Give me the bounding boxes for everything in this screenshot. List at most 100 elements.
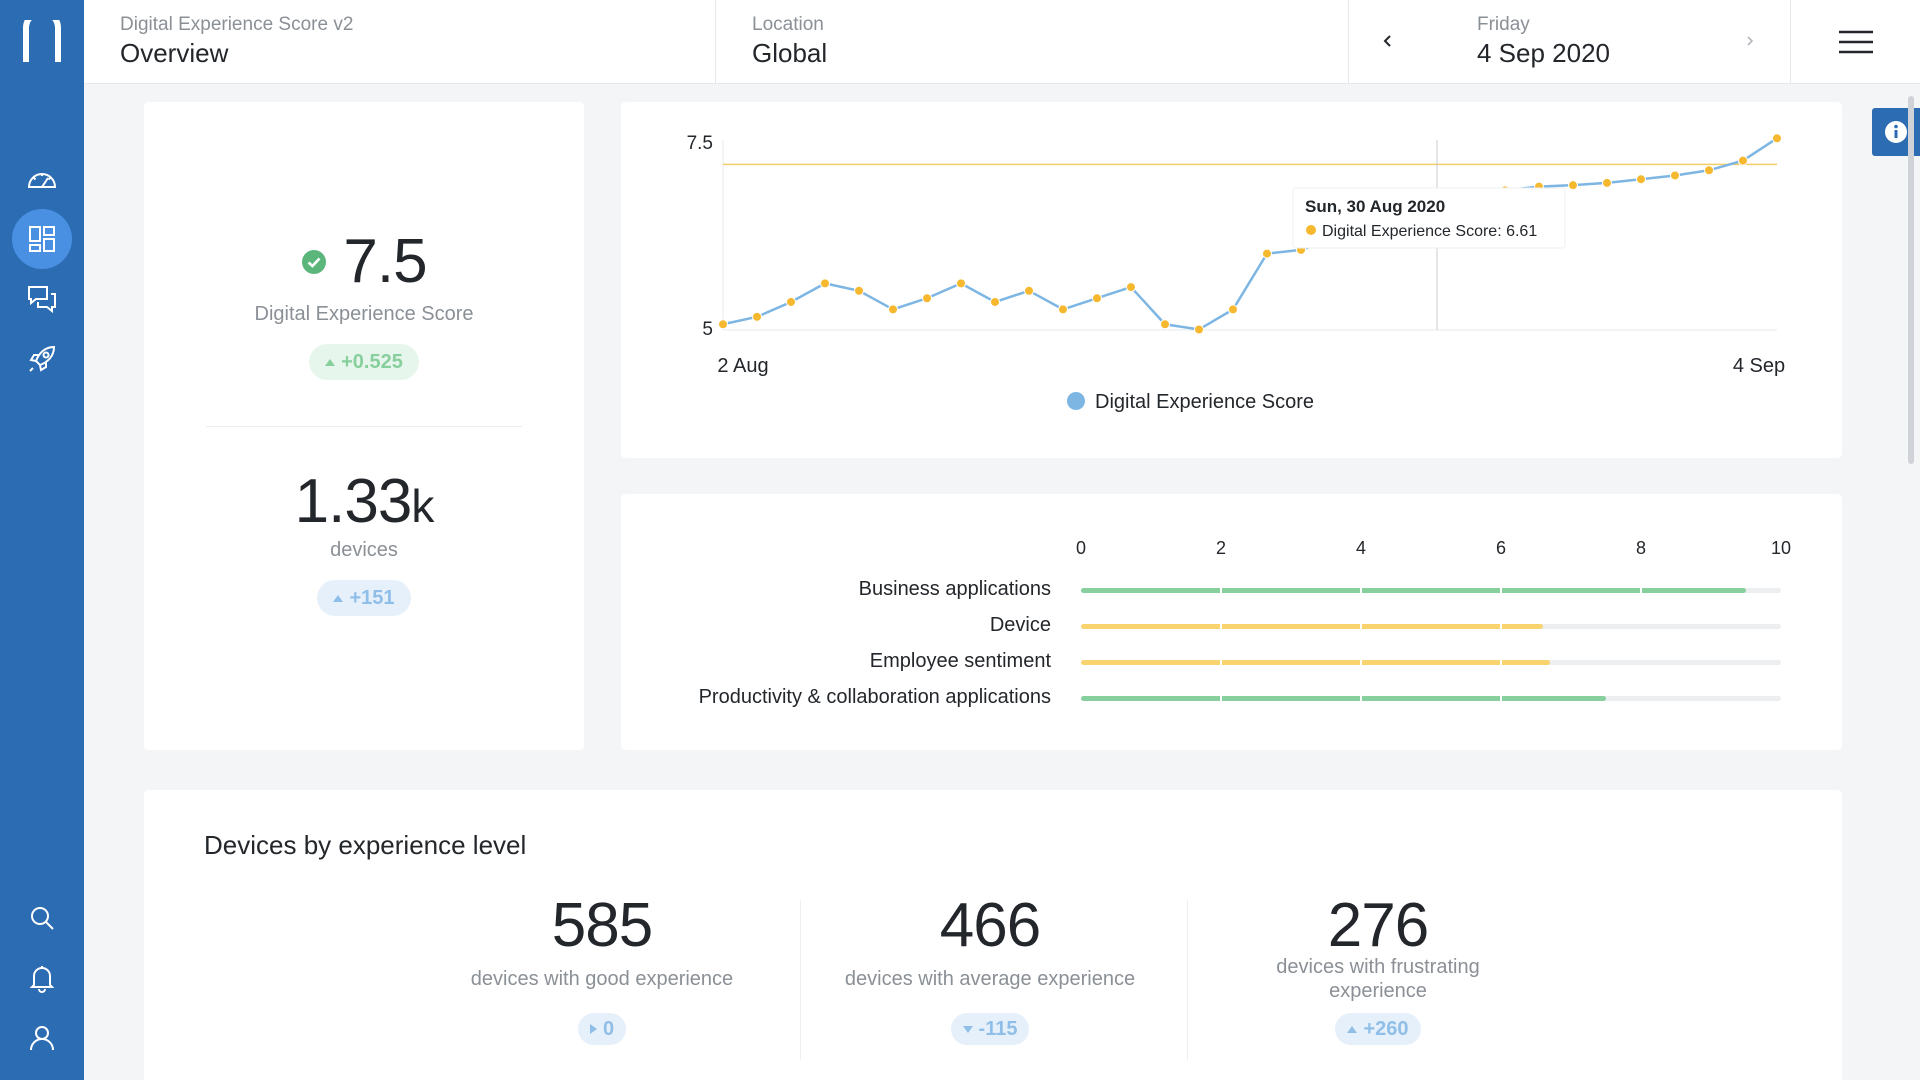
legend-swatch: [1067, 392, 1085, 410]
data-point[interactable]: [922, 293, 932, 304]
location-selector[interactable]: Location Global: [716, 0, 1349, 84]
divider: [1187, 900, 1188, 1060]
data-point[interactable]: [1092, 293, 1102, 304]
data-point[interactable]: [990, 296, 1000, 307]
legend-label[interactable]: Digital Experience Score: [1095, 391, 1314, 413]
score-series-line: [722, 137, 1778, 331]
category-label: Productivity & collaboration application…: [698, 686, 1051, 708]
data-point[interactable]: [1024, 285, 1034, 296]
category-bar[interactable]: [1081, 696, 1606, 701]
trend-up-icon: [1347, 1025, 1358, 1033]
bar-gridline: [1360, 654, 1362, 671]
data-point[interactable]: [1228, 304, 1238, 315]
average-experience-metric[interactable]: 466 devices with average experience -115: [796, 890, 1184, 1045]
average-experience-label: devices with average experience: [844, 968, 1136, 990]
section-title: Devices by experience level: [204, 830, 527, 860]
frustrating-experience-metric[interactable]: 276 devices with frustrating experience …: [1183, 890, 1573, 1045]
date-value[interactable]: 4 Sep 2020: [1477, 38, 1611, 68]
bar-gridline: [1360, 690, 1362, 707]
trend-up-icon: [333, 594, 344, 602]
data-point[interactable]: [1126, 282, 1136, 293]
data-point[interactable]: [786, 296, 796, 307]
experience-score-value: 7.5: [343, 227, 427, 296]
data-point[interactable]: [1602, 177, 1612, 188]
score-trend-chart: 7.5 52 Aug 4 Sep Digital Experience Score Su…: [687, 133, 1786, 413]
category-label: Employee sentiment: [869, 650, 1051, 672]
chat-bubbles-icon[interactable]: [12, 269, 72, 329]
average-experience-value: 466: [939, 891, 1041, 960]
data-point[interactable]: [888, 304, 898, 315]
data-point[interactable]: [1058, 304, 1068, 315]
data-point[interactable]: [1160, 319, 1170, 330]
location-label: Location: [752, 14, 824, 35]
x-tick-label: 2: [1215, 538, 1227, 558]
page-scrollbar[interactable]: [1908, 96, 1914, 464]
score-summary-card: 7.5 Digital Experience Score +0.525 1.33…: [144, 102, 584, 750]
data-point[interactable]: [1670, 170, 1680, 181]
n-logo-icon[interactable]: [22, 9, 62, 64]
score-trend-card: 7.5 5 2 Aug 4 Sep Digital Experience Score Su…: [621, 102, 1842, 458]
bell-icon[interactable]: [12, 948, 72, 1008]
bar-gridline: [1220, 618, 1222, 635]
page-title: Overview: [120, 38, 229, 68]
trend-flat-icon: [589, 1024, 597, 1034]
y-tick-label: 5: [702, 319, 713, 340]
rocket-icon[interactable]: [12, 329, 72, 389]
divider: [206, 426, 522, 427]
user-icon[interactable]: [12, 1008, 72, 1068]
bar-gridline: [1220, 582, 1222, 599]
category-bar[interactable]: [1081, 588, 1746, 593]
x-tick-label: 4 Sep: [1733, 355, 1785, 377]
title-segment: Digital Experience Score v2 Overview: [84, 0, 716, 84]
device-delta-badge: +151: [317, 580, 411, 616]
trend-down-icon: [962, 1025, 973, 1033]
data-point[interactable]: [1568, 180, 1578, 191]
data-point[interactable]: [1738, 155, 1748, 166]
tooltip-swatch: [1306, 225, 1316, 235]
bar-gridline: [1640, 582, 1642, 599]
app-title: Digital Experience Score v2: [120, 14, 354, 35]
good-experience-metric[interactable]: 585 devices with good experience 0: [408, 890, 796, 1045]
frustrating-experience-value: 276: [1327, 891, 1429, 960]
good-delta-badge: 0: [577, 1013, 627, 1045]
data-point[interactable]: [1194, 324, 1204, 335]
frustrating-experience-label: devices with frustrating experience: [1276, 956, 1480, 1002]
score-delta-badge: +0.525: [309, 344, 419, 380]
data-point[interactable]: [718, 319, 728, 330]
data-point[interactable]: [1262, 248, 1272, 259]
tooltip-text: Digital Experience Score: 6.61: [1322, 223, 1537, 240]
data-point[interactable]: [956, 278, 966, 289]
experience-score-label: Digital Experience Score: [254, 303, 474, 325]
bar-gridline: [1500, 690, 1502, 707]
y-tick-label: 7.5: [687, 133, 713, 154]
data-point[interactable]: [854, 285, 864, 296]
hamburger-menu-icon[interactable]: [1792, 0, 1920, 84]
good-experience-value: 585: [551, 891, 653, 960]
dashboard-gauge-icon[interactable]: [12, 150, 72, 210]
data-point[interactable]: [820, 278, 830, 289]
category-bar[interactable]: [1081, 624, 1543, 629]
data-point[interactable]: [752, 311, 762, 322]
data-point[interactable]: [1772, 133, 1782, 144]
next-day-button[interactable]: [1735, 26, 1765, 56]
search-icon[interactable]: [12, 888, 72, 948]
x-tick-label: 2 Aug: [717, 355, 768, 377]
bar-gridline: [1360, 618, 1362, 635]
weekday-label: Friday: [1477, 14, 1530, 35]
tooltip-box: [1292, 187, 1566, 249]
bar-gridline: [1360, 582, 1362, 599]
device-count-value: 1.33k: [294, 467, 435, 536]
x-tick-label: 6: [1495, 538, 1507, 558]
bar-gridline: [1500, 654, 1502, 671]
category-bar[interactable]: [1081, 660, 1550, 665]
x-tick-label: 4: [1355, 538, 1367, 558]
data-point[interactable]: [1704, 165, 1714, 176]
tooltip-title: Sun, 30 Aug 2020: [1305, 197, 1445, 216]
data-point[interactable]: [1636, 174, 1646, 185]
previous-day-button[interactable]: [1373, 26, 1403, 56]
layout-grid-icon[interactable]: [12, 209, 72, 269]
sidebar: [0, 0, 84, 1080]
x-tick-label: 8: [1635, 538, 1647, 558]
category-label: Device: [989, 614, 1051, 636]
divider: [800, 900, 801, 1060]
